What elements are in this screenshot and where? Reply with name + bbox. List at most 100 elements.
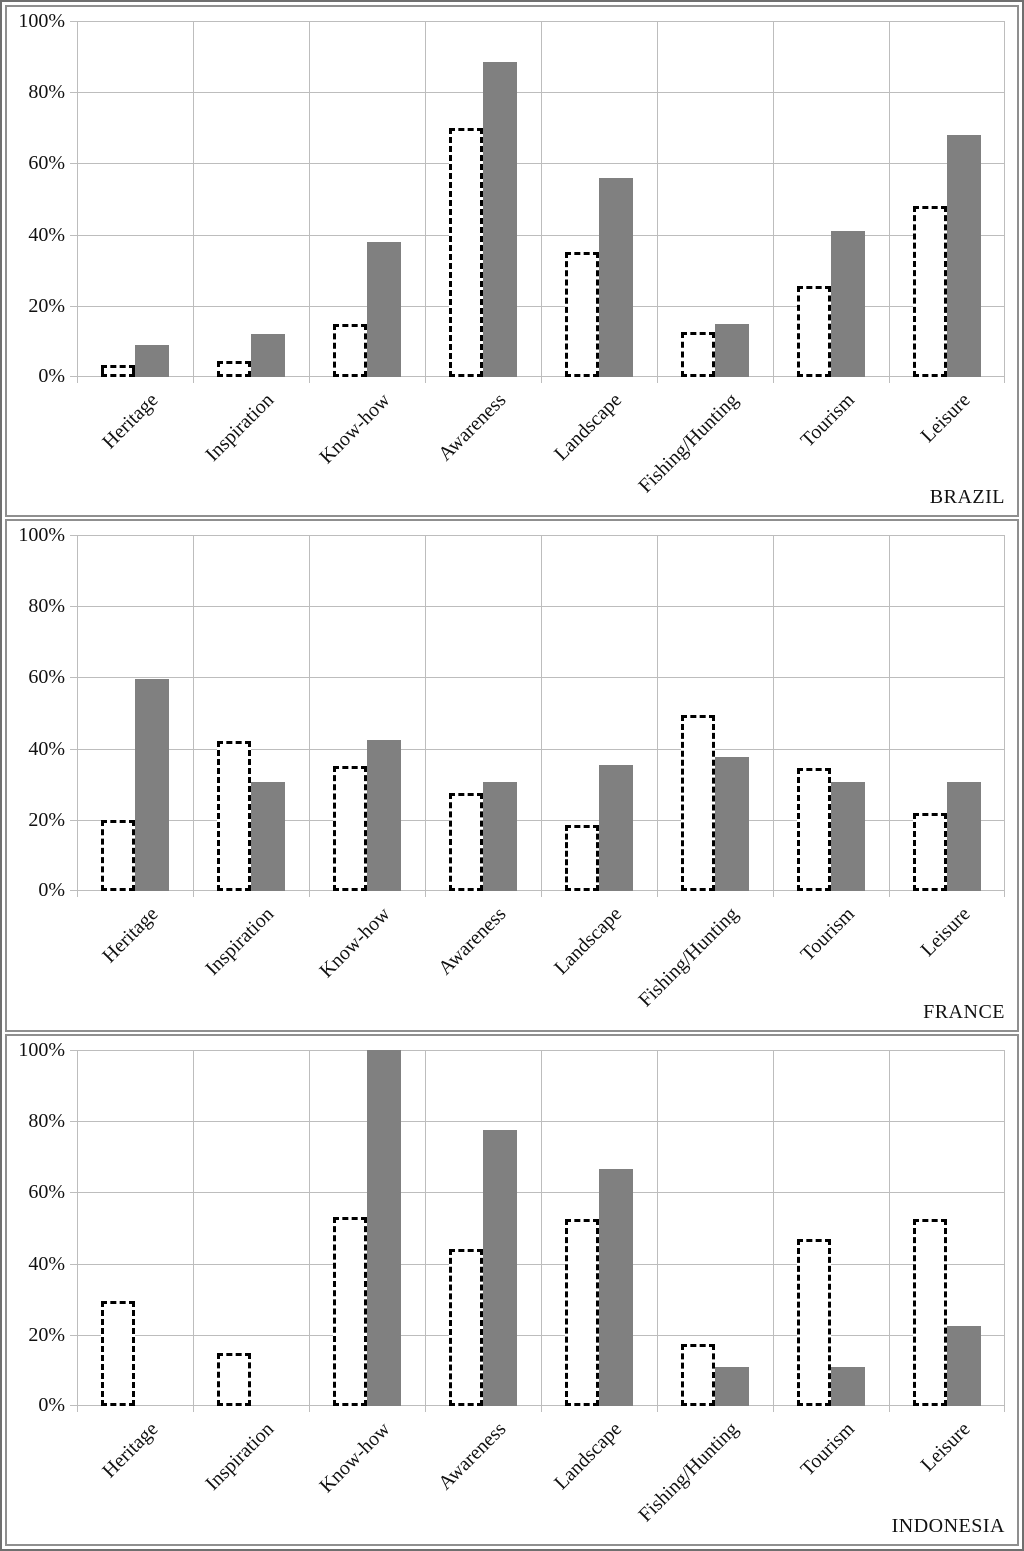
x-category-label: Inspiration	[201, 389, 279, 466]
x-axis-tick	[1004, 377, 1005, 383]
x-category-label: Fishing/Hunting	[634, 903, 743, 1012]
x-category-label: Fishing/Hunting	[634, 1417, 743, 1526]
gridline-horizontal	[70, 1120, 1005, 1122]
bar-dashed-tourism	[797, 768, 831, 892]
y-axis-tick-label: 40%	[28, 738, 65, 761]
gridline-vertical	[657, 535, 658, 892]
x-axis-tick	[773, 377, 774, 383]
y-axis-tick-label: 80%	[28, 81, 65, 103]
bar-solid-fishing-hunting	[715, 757, 749, 892]
bar-dashed-fishing-hunting	[681, 332, 715, 377]
bar-solid-tourism	[831, 1366, 865, 1406]
gridline-horizontal	[70, 890, 1005, 892]
bar-dashed-landscape	[565, 1218, 599, 1406]
x-category-label: Inspiration	[201, 1417, 279, 1495]
bar-dashed-know-how	[333, 766, 367, 892]
bar-solid-landscape	[599, 765, 633, 892]
gridline-horizontal	[70, 1263, 1005, 1265]
x-category-label: Inspiration	[201, 903, 279, 981]
x-axis-tick	[425, 1405, 426, 1412]
gridline-vertical	[541, 21, 542, 377]
bar-solid-leisure	[947, 135, 981, 377]
bar-solid-inspiration	[251, 782, 285, 892]
gridline-vertical	[193, 1049, 194, 1406]
gridline-vertical	[773, 21, 774, 377]
gridline-horizontal	[70, 535, 1005, 537]
x-category-label: Awareness	[434, 1417, 511, 1494]
gridline-vertical	[77, 535, 78, 892]
bar-dashed-heritage	[101, 820, 135, 892]
bar-solid-tourism	[831, 231, 865, 377]
gridline-horizontal	[70, 606, 1005, 608]
x-category-label: Landscape	[550, 1417, 627, 1494]
x-category-label: Tourism	[796, 1417, 859, 1481]
bar-dashed-fishing-hunting	[681, 715, 715, 892]
y-axis-tick-label: 100%	[18, 524, 65, 547]
bar-dashed-know-how	[333, 1216, 367, 1406]
gridline-vertical	[309, 1049, 310, 1406]
x-axis-tick	[541, 1405, 542, 1412]
y-axis-tick-label: 40%	[28, 224, 65, 246]
bar-solid-fishing-hunting	[715, 324, 749, 377]
x-category-label: Awareness	[434, 389, 511, 466]
x-axis-tick	[193, 891, 194, 898]
gridline-vertical	[541, 1049, 542, 1406]
x-axis-tick	[193, 1405, 194, 1412]
y-axis-tick-label: 40%	[28, 1252, 65, 1275]
bar-dashed-inspiration	[217, 741, 251, 892]
bar-solid-heritage	[135, 679, 169, 892]
x-axis-tick	[309, 377, 310, 383]
gridline-horizontal	[70, 163, 1005, 164]
gridline-horizontal	[70, 677, 1005, 679]
bar-dashed-know-how	[333, 324, 367, 377]
y-axis-tick-label: 0%	[38, 365, 65, 387]
bar-solid-awareness	[483, 1129, 517, 1406]
bar-dashed-awareness	[449, 793, 483, 892]
x-axis-tick	[773, 1405, 774, 1412]
gridline-vertical	[1004, 535, 1005, 892]
gridline-horizontal	[70, 92, 1005, 93]
bar-solid-know-how	[367, 740, 401, 892]
bar-dashed-heritage	[101, 365, 135, 377]
gridline-horizontal	[70, 1334, 1005, 1336]
x-axis-tick	[657, 377, 658, 383]
x-category-label: Landscape	[550, 389, 627, 466]
x-axis-tick	[309, 1405, 310, 1412]
gridline-vertical	[1004, 21, 1005, 377]
gridline-vertical	[889, 21, 890, 377]
bar-dashed-awareness	[449, 128, 483, 377]
x-axis-tick	[1004, 1405, 1005, 1412]
gridline-vertical	[309, 535, 310, 892]
bar-dashed-landscape	[565, 825, 599, 892]
gridline-vertical	[425, 535, 426, 892]
y-axis-tick-label: 20%	[28, 295, 65, 317]
bar-dashed-tourism	[797, 286, 831, 377]
bar-dashed-leisure	[913, 1218, 947, 1406]
y-axis-tick-label: 100%	[18, 1038, 65, 1061]
plot-area-indonesia: 0% 20% 40% 60% 80% 100% Heritage Inspiration Kno…	[18, 1039, 1005, 1526]
x-axis-tick	[77, 1405, 78, 1412]
x-axis-tick	[889, 377, 890, 383]
plot-area-brazil: 0% 20% 40% 60% 80% 100% Heritage Inspiration Kno…	[18, 10, 1005, 497]
y-axis-tick-label: 0%	[38, 1393, 65, 1416]
y-axis-tick-label: 20%	[28, 1323, 65, 1346]
x-category-label: Leisure	[916, 389, 975, 447]
bar-solid-awareness	[483, 62, 517, 377]
x-axis-tick	[657, 1405, 658, 1412]
x-axis-tick	[425, 891, 426, 898]
country-label-brazil: BRAZIL	[929, 486, 1005, 509]
y-axis-tick-label: 100%	[18, 10, 65, 32]
chart-panel-france: 0% 20% 40% 60% 80% 100% Heritage Inspiration Kno…	[5, 519, 1019, 1032]
bar-dashed-tourism	[797, 1238, 831, 1406]
gridline-horizontal	[70, 1049, 1005, 1051]
x-category-label: Leisure	[916, 903, 975, 962]
bar-solid-heritage	[135, 345, 169, 377]
bar-solid-landscape	[599, 178, 633, 377]
gridline-vertical	[889, 1049, 890, 1406]
country-label-indonesia: INDONESIA	[891, 1514, 1005, 1537]
x-category-label: Leisure	[916, 1417, 975, 1476]
x-axis-tick	[309, 891, 310, 898]
x-axis-tick	[657, 891, 658, 898]
gridline-horizontal	[70, 21, 1005, 22]
x-category-label: Tourism	[796, 389, 859, 452]
